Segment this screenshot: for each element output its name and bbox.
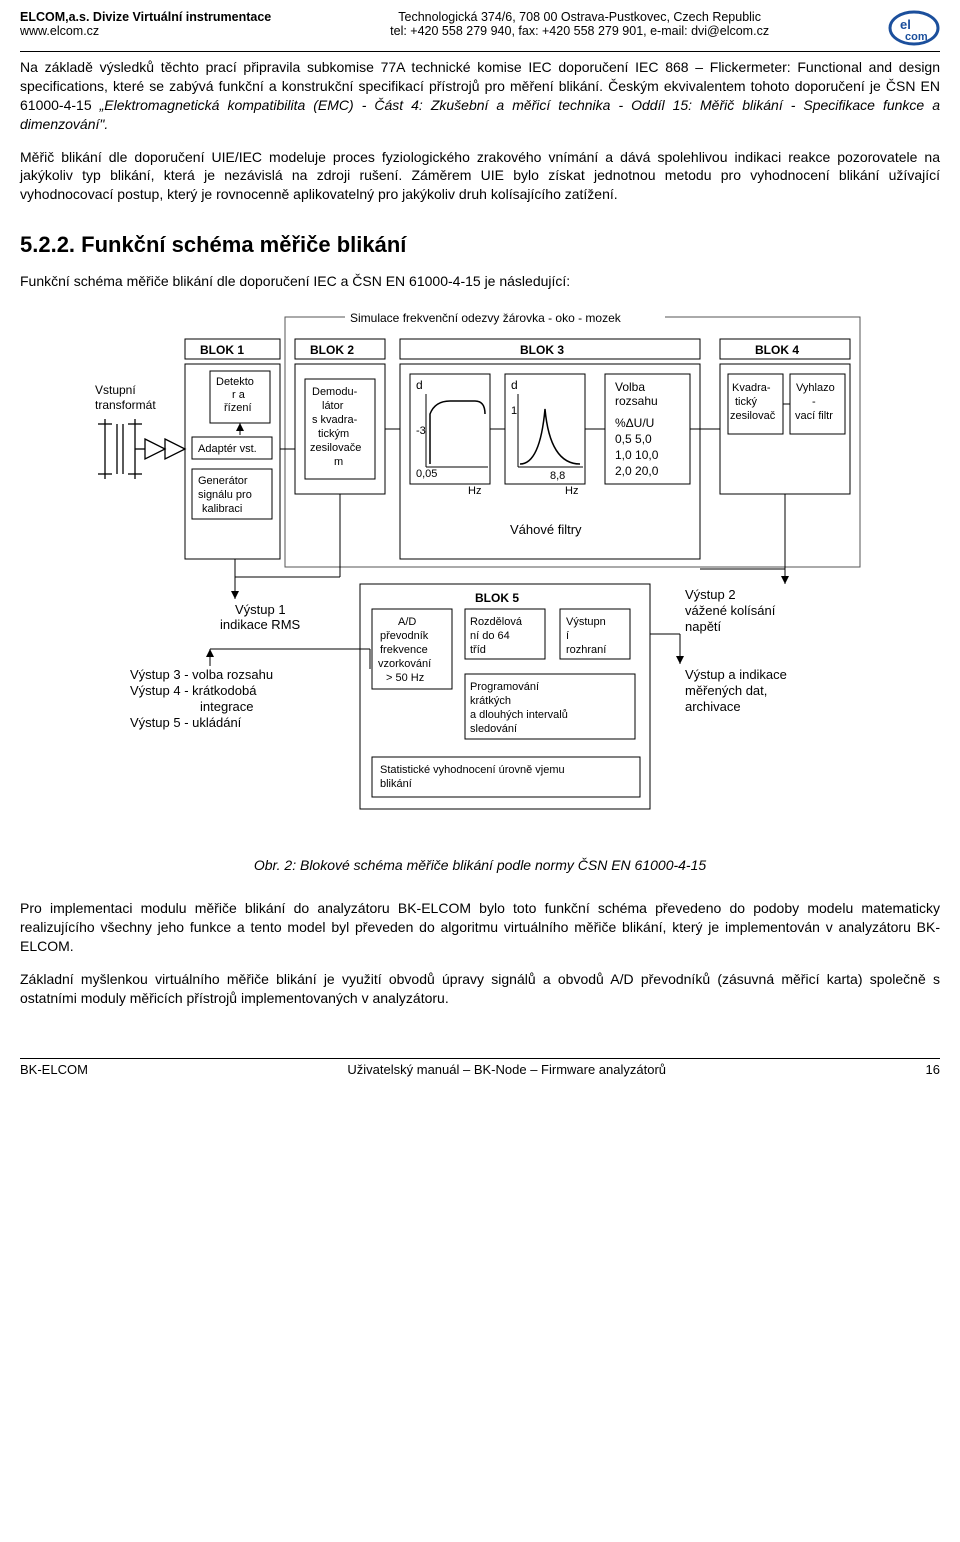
svg-text:2,0 20,0: 2,0 20,0 [615, 464, 659, 478]
contact-line: tel: +420 558 279 940, fax: +420 558 279… [390, 24, 769, 38]
section-number: 5.2.2. [20, 232, 75, 257]
page-footer: BK-ELCOM Uživatelský manuál – BK-Node – … [20, 1058, 940, 1077]
svg-text:Výstupn: Výstupn [566, 616, 606, 628]
svg-text:tickým: tickým [318, 428, 349, 440]
svg-text:Výstup 1: Výstup 1 [235, 602, 286, 617]
svg-text:kalibraci: kalibraci [202, 503, 242, 515]
block-diagram: Simulace frekvenční odezvy žárovka - oko… [20, 309, 940, 839]
svg-text:látor: látor [322, 400, 344, 412]
footer-center: Uživatelský manuál – BK-Node – Firmware … [347, 1062, 666, 1077]
svg-text:Generátor: Generátor [198, 475, 248, 487]
svg-text:í: í [566, 630, 569, 642]
svg-text:sledování: sledování [470, 723, 517, 735]
svg-text:s kvadra-: s kvadra- [312, 414, 358, 426]
svg-text:vzorkování: vzorkování [378, 658, 431, 670]
footer-right: 16 [926, 1062, 940, 1077]
svg-text:Výstup a indikace: Výstup a indikace [685, 667, 787, 682]
svg-text:vací filtr: vací filtr [795, 410, 833, 422]
svg-text:tický: tický [735, 396, 758, 408]
svg-text:Adaptér vst.: Adaptér vst. [198, 443, 257, 455]
header-center: Technologická 374/6, 708 00 Ostrava-Pust… [390, 10, 769, 38]
svg-text:A/D: A/D [398, 616, 416, 628]
svg-text:Vstupní: Vstupní [95, 383, 136, 397]
svg-text:transformát: transformát [95, 398, 156, 412]
svg-text:Výstup 5 - ukládání: Výstup 5 - ukládání [130, 715, 242, 730]
svg-text:Kvadra-: Kvadra- [732, 382, 771, 394]
svg-text:Hz: Hz [468, 485, 481, 497]
figure-caption: Obr. 2: Blokové schéma měřiče blikání po… [20, 857, 940, 873]
svg-text:blikání: blikání [380, 778, 412, 790]
paragraph-5: Základní myšlenkou virtuálního měřiče bl… [20, 970, 940, 1008]
svg-text:a dlouhých intervalů: a dlouhých intervalů [470, 709, 568, 721]
paragraph-4: Pro implementaci modulu měřiče blikání d… [20, 899, 940, 956]
svg-text:BLOK 5: BLOK 5 [475, 591, 519, 605]
svg-text:zesilovače: zesilovače [310, 442, 361, 454]
svg-text:-3: -3 [416, 425, 426, 437]
svg-text:Výstup 3 - volba rozsahu: Výstup 3 - volba rozsahu [130, 667, 273, 682]
svg-text:%ΔU/U: %ΔU/U [615, 416, 654, 430]
svg-text:> 50 Hz: > 50 Hz [386, 672, 424, 684]
paragraph-1: Na základě výsledků těchto prací připrav… [20, 58, 940, 134]
p1-text-b: „Elektromagnetická kompatibilita (EMC) -… [20, 97, 940, 132]
svg-text:d: d [511, 378, 518, 392]
svg-text:zesilovač: zesilovač [730, 410, 776, 422]
header-logo: el com [888, 10, 940, 49]
svg-text:Detekto: Detekto [216, 376, 254, 388]
section-heading: 5.2.2. Funkční schéma měřiče blikání [20, 232, 940, 258]
elcom-logo-icon: el com [888, 10, 940, 46]
svg-text:napětí: napětí [685, 619, 722, 634]
svg-text:Rozdělová: Rozdělová [470, 616, 523, 628]
svg-text:měřených dat,: měřených dat, [685, 683, 767, 698]
svg-text:Volba: Volba [615, 380, 645, 394]
svg-text:0,05: 0,05 [416, 468, 437, 480]
header-left: ELCOM,a.s. Divize Virtuální instrumentac… [20, 10, 271, 38]
svg-text:BLOK 3: BLOK 3 [520, 343, 564, 357]
svg-text:rozhraní: rozhraní [566, 644, 606, 656]
svg-text:-: - [812, 396, 816, 408]
svg-text:BLOK 4: BLOK 4 [755, 343, 799, 357]
svg-text:1: 1 [511, 405, 517, 417]
svg-text:el: el [900, 17, 911, 32]
svg-text:řízení: řízení [224, 402, 252, 414]
svg-text:r a: r a [232, 389, 246, 401]
flicker-meter-diagram: Simulace frekvenční odezvy žárovka - oko… [90, 309, 870, 839]
paragraph-3: Funkční schéma měřiče blikání dle doporu… [20, 272, 940, 291]
svg-text:převodník: převodník [380, 630, 429, 642]
svg-text:vážené kolísání: vážené kolísání [685, 603, 776, 618]
svg-text:signálu pro: signálu pro [198, 489, 252, 501]
svg-text:com: com [905, 31, 928, 43]
svg-text:Programování: Programování [470, 681, 539, 693]
address-line: Technologická 374/6, 708 00 Ostrava-Pust… [390, 10, 769, 24]
company-name: ELCOM,a.s. Divize Virtuální instrumentac… [20, 10, 271, 24]
paragraph-2: Měřič blikání dle doporučení UIE/IEC mod… [20, 148, 940, 205]
svg-text:integrace: integrace [200, 699, 253, 714]
svg-text:BLOK 2: BLOK 2 [310, 343, 354, 357]
svg-text:Výstup 4 - krátkodobá: Výstup 4 - krátkodobá [130, 683, 257, 698]
svg-text:0,5 5,0: 0,5 5,0 [615, 432, 652, 446]
svg-text:Výstup 2: Výstup 2 [685, 587, 736, 602]
svg-text:ní do 64: ní do 64 [470, 630, 510, 642]
svg-text:BLOK 1: BLOK 1 [200, 343, 244, 357]
svg-text:d: d [416, 378, 423, 392]
svg-text:Demodu-: Demodu- [312, 386, 358, 398]
svg-text:krátkých: krátkých [470, 695, 511, 707]
svg-text:Hz: Hz [565, 485, 578, 497]
svg-text:8,8: 8,8 [550, 470, 565, 482]
svg-text:tříd: tříd [470, 644, 486, 656]
svg-text:1,0 10,0: 1,0 10,0 [615, 448, 659, 462]
svg-text:rozsahu: rozsahu [615, 394, 658, 408]
footer-left: BK-ELCOM [20, 1062, 88, 1077]
svg-text:Statistické vyhodnocení úrovně: Statistické vyhodnocení úrovně vjemu [380, 764, 565, 776]
svg-text:indikace RMS: indikace RMS [220, 617, 301, 632]
svg-text:Vyhlazo: Vyhlazo [796, 382, 835, 394]
section-title: Funkční schéma měřiče blikání [81, 232, 406, 257]
svg-text:m: m [334, 456, 343, 468]
svg-text:Váhové filtry: Váhové filtry [510, 522, 582, 537]
svg-text:frekvence: frekvence [380, 644, 428, 656]
page-header: ELCOM,a.s. Divize Virtuální instrumentac… [20, 10, 940, 52]
sim-title: Simulace frekvenční odezvy žárovka - oko… [350, 311, 622, 325]
company-url: www.elcom.cz [20, 24, 271, 38]
svg-text:archivace: archivace [685, 699, 741, 714]
